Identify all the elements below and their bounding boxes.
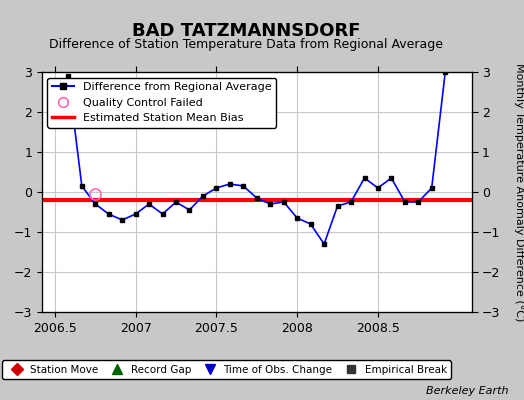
Difference from Regional Average xyxy=(280,200,287,204)
Difference from Regional Average xyxy=(388,176,395,180)
Difference from Regional Average xyxy=(173,200,179,204)
Difference from Regional Average xyxy=(200,194,206,198)
Difference from Regional Average xyxy=(133,212,139,216)
Difference from Regional Average xyxy=(227,182,233,186)
Difference from Regional Average xyxy=(92,202,99,206)
Text: BAD TATZMANNSDORF: BAD TATZMANNSDORF xyxy=(132,22,361,40)
Legend: Station Move, Record Gap, Time of Obs. Change, Empirical Break: Station Move, Record Gap, Time of Obs. C… xyxy=(2,360,451,379)
Difference from Regional Average xyxy=(65,74,71,78)
Difference from Regional Average xyxy=(294,216,300,220)
Y-axis label: Monthly Temperature Anomaly Difference (°C): Monthly Temperature Anomaly Difference (… xyxy=(514,63,524,321)
Text: Difference of Station Temperature Data from Regional Average: Difference of Station Temperature Data f… xyxy=(49,38,443,51)
Difference from Regional Average xyxy=(334,204,341,208)
Difference from Regional Average xyxy=(105,212,112,216)
Difference from Regional Average xyxy=(321,242,328,246)
Line: Difference from Regional Average: Difference from Regional Average xyxy=(66,70,447,246)
Difference from Regional Average xyxy=(119,218,125,222)
Difference from Regional Average xyxy=(213,186,220,190)
Difference from Regional Average xyxy=(348,200,354,204)
Difference from Regional Average xyxy=(186,208,192,212)
Difference from Regional Average xyxy=(402,200,408,204)
Difference from Regional Average xyxy=(240,184,246,188)
Difference from Regional Average xyxy=(442,70,449,74)
Difference from Regional Average xyxy=(159,212,166,216)
Difference from Regional Average xyxy=(375,186,381,190)
Difference from Regional Average xyxy=(79,184,85,188)
Difference from Regional Average xyxy=(429,186,435,190)
Difference from Regional Average xyxy=(254,196,260,200)
Difference from Regional Average xyxy=(308,222,314,226)
Difference from Regional Average xyxy=(267,202,274,206)
Difference from Regional Average xyxy=(146,202,152,206)
Difference from Regional Average xyxy=(415,200,421,204)
Difference from Regional Average xyxy=(362,176,368,180)
Text: Berkeley Earth: Berkeley Earth xyxy=(426,386,508,396)
